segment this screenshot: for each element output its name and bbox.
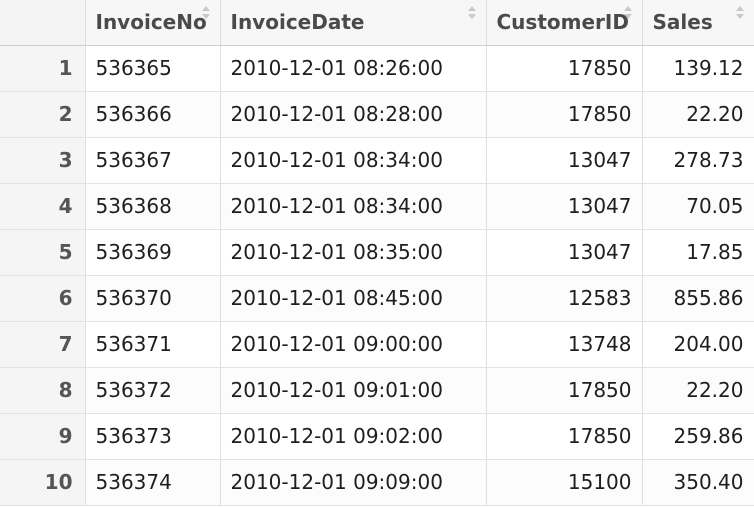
row-index: 4	[0, 183, 86, 230]
cell-customerid[interactable]: 12583	[486, 275, 643, 322]
row-index: 10	[0, 459, 86, 506]
column-header-label: CustomerID	[496, 10, 629, 35]
row-index: 8	[0, 367, 86, 414]
cell-invoicedate[interactable]: 2010-12-01 08:28:00	[220, 91, 487, 138]
cell-invoiceno[interactable]: 536368	[85, 183, 221, 230]
cell-invoicedate[interactable]: 2010-12-01 09:01:00	[220, 367, 487, 414]
column-header-invoicedate[interactable]: InvoiceDate	[220, 0, 487, 46]
row-index: 7	[0, 321, 86, 368]
cell-invoicedate[interactable]: 2010-12-01 08:45:00	[220, 275, 487, 322]
table-row[interactable]: 4 536368 2010-12-01 08:34:00 13047 70.05	[0, 183, 754, 230]
sort-arrows-icon[interactable]	[201, 6, 210, 24]
cell-customerid[interactable]: 17850	[486, 45, 643, 92]
cell-customerid[interactable]: 17850	[486, 91, 643, 138]
cell-customerid[interactable]: 17850	[486, 367, 643, 414]
cell-sales[interactable]: 17.85	[642, 229, 754, 276]
cell-invoiceno[interactable]: 536374	[85, 459, 221, 506]
table-row[interactable]: 2 536366 2010-12-01 08:28:00 17850 22.20	[0, 91, 754, 138]
cell-invoicedate[interactable]: 2010-12-01 08:26:00	[220, 45, 487, 92]
row-index: 3	[0, 137, 86, 184]
table-body: 1 536365 2010-12-01 08:26:00 17850 139.1…	[0, 45, 754, 506]
cell-invoicedate[interactable]: 2010-12-01 09:00:00	[220, 321, 487, 368]
row-index: 1	[0, 45, 86, 92]
cell-invoiceno[interactable]: 536370	[85, 275, 221, 322]
table-row[interactable]: 7 536371 2010-12-01 09:00:00 13748 204.0…	[0, 321, 754, 368]
cell-customerid[interactable]: 13047	[486, 137, 643, 184]
cell-customerid[interactable]: 17850	[486, 413, 643, 460]
cell-invoicedate[interactable]: 2010-12-01 08:34:00	[220, 137, 487, 184]
header-row: InvoiceNo InvoiceDate CustomerID Sales	[0, 0, 754, 46]
cell-invoiceno[interactable]: 536371	[85, 321, 221, 368]
sort-arrows-icon[interactable]	[735, 6, 744, 24]
cell-invoicedate[interactable]: 2010-12-01 08:34:00	[220, 183, 487, 230]
cell-invoiceno[interactable]: 536369	[85, 229, 221, 276]
sort-arrows-icon[interactable]	[623, 6, 632, 24]
cell-sales[interactable]: 139.12	[642, 45, 754, 92]
cell-invoicedate[interactable]: 2010-12-01 08:35:00	[220, 229, 487, 276]
row-index: 2	[0, 91, 86, 138]
cell-invoicedate[interactable]: 2010-12-01 09:09:00	[220, 459, 487, 506]
cell-invoiceno[interactable]: 536366	[85, 91, 221, 138]
cell-customerid[interactable]: 13748	[486, 321, 643, 368]
table-row[interactable]: 3 536367 2010-12-01 08:34:00 13047 278.7…	[0, 137, 754, 184]
column-header-label: InvoiceNo	[95, 10, 207, 35]
cell-invoiceno[interactable]: 536365	[85, 45, 221, 92]
cell-invoicedate[interactable]: 2010-12-01 09:02:00	[220, 413, 487, 460]
cell-sales[interactable]: 259.86	[642, 413, 754, 460]
column-header-invoiceno[interactable]: InvoiceNo	[85, 0, 221, 46]
table-row[interactable]: 1 536365 2010-12-01 08:26:00 17850 139.1…	[0, 45, 754, 92]
row-index: 9	[0, 413, 86, 460]
cell-sales[interactable]: 22.20	[642, 91, 754, 138]
table-row[interactable]: 5 536369 2010-12-01 08:35:00 13047 17.85	[0, 229, 754, 276]
cell-customerid[interactable]: 13047	[486, 229, 643, 276]
table-row[interactable]: 9 536373 2010-12-01 09:02:00 17850 259.8…	[0, 413, 754, 460]
cell-sales[interactable]: 204.00	[642, 321, 754, 368]
column-header-customerid[interactable]: CustomerID	[486, 0, 643, 46]
cell-invoiceno[interactable]: 536372	[85, 367, 221, 414]
cell-sales[interactable]: 70.05	[642, 183, 754, 230]
column-header-label: Sales	[652, 10, 713, 35]
cell-invoiceno[interactable]: 536367	[85, 137, 221, 184]
cell-sales[interactable]: 278.73	[642, 137, 754, 184]
cell-sales[interactable]: 855.86	[642, 275, 754, 322]
sort-arrows-icon[interactable]	[467, 6, 476, 24]
column-header-index	[0, 0, 86, 46]
cell-sales[interactable]: 350.40	[642, 459, 754, 506]
column-header-sales[interactable]: Sales	[642, 0, 754, 46]
cell-customerid[interactable]: 15100	[486, 459, 643, 506]
column-header-label: InvoiceDate	[230, 10, 365, 35]
table-row[interactable]: 8 536372 2010-12-01 09:01:00 17850 22.20	[0, 367, 754, 414]
table-row[interactable]: 6 536370 2010-12-01 08:45:00 12583 855.8…	[0, 275, 754, 322]
cell-customerid[interactable]: 13047	[486, 183, 643, 230]
cell-invoiceno[interactable]: 536373	[85, 413, 221, 460]
table-header: InvoiceNo InvoiceDate CustomerID Sales	[0, 0, 754, 46]
cell-sales[interactable]: 22.20	[642, 367, 754, 414]
table-row[interactable]: 10 536374 2010-12-01 09:09:00 15100 350.…	[0, 459, 754, 506]
row-index: 5	[0, 229, 86, 276]
row-index: 6	[0, 275, 86, 322]
